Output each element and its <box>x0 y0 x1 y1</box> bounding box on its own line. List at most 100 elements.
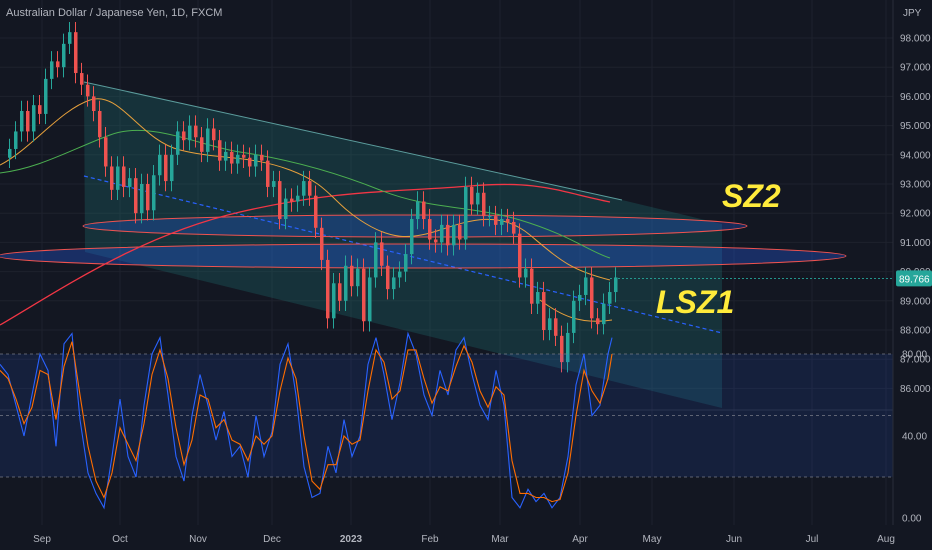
candle-body <box>524 268 528 278</box>
price-tick-label: 92.000 <box>900 209 931 220</box>
candle-body <box>224 151 228 161</box>
last-price-label: 89.766 <box>899 274 930 285</box>
candle-body <box>290 198 294 202</box>
candle-body <box>536 292 540 304</box>
candle-body <box>212 128 216 141</box>
zone-lsz1-ellipse <box>0 243 847 269</box>
candle-body <box>236 154 240 164</box>
candle-body <box>110 166 114 190</box>
candle-body <box>176 131 180 155</box>
candle-body <box>500 219 504 225</box>
candle-body <box>470 186 474 205</box>
price-tick-label: 95.000 <box>900 121 931 132</box>
candle-body <box>410 219 414 255</box>
candle-body <box>512 221 516 234</box>
candle-body <box>488 216 492 218</box>
candle-body <box>374 242 378 278</box>
candle-body <box>254 154 258 167</box>
candle-body <box>446 224 450 246</box>
candle-body <box>362 268 366 322</box>
annotation-sz2: SZ2 <box>722 178 781 214</box>
candle-body <box>170 154 174 182</box>
price-tick-label: 87.000 <box>900 355 931 366</box>
candle-body <box>320 227 324 260</box>
candle-body <box>332 283 336 319</box>
candle-body <box>194 125 198 138</box>
x-tick-label: Feb <box>421 534 439 545</box>
x-tick-label: Nov <box>189 534 207 545</box>
stoch-tick-label: 80.00 <box>902 350 927 361</box>
candle-body <box>560 335 564 363</box>
candle-body <box>386 265 390 290</box>
candle-body <box>56 61 60 68</box>
candle-body <box>302 181 306 196</box>
candle-body <box>74 32 78 74</box>
ma-100-line <box>0 129 611 259</box>
candle-body <box>596 318 600 325</box>
candle-body <box>326 259 330 319</box>
candle-body <box>356 268 360 287</box>
last-price-badge <box>896 270 932 287</box>
candle-body <box>506 219 510 222</box>
candle-body <box>494 216 498 225</box>
candle-body <box>572 300 576 333</box>
candle-body <box>164 154 168 182</box>
candle-body <box>200 137 204 152</box>
candle-body <box>188 125 192 141</box>
candle-body <box>482 192 486 217</box>
candle-body <box>368 277 372 322</box>
stoch-d-line <box>0 341 613 503</box>
chart-title: Australian Dollar / Japanese Yen, 1D, FX… <box>6 7 223 19</box>
candle-body <box>26 111 30 132</box>
candle-body <box>38 105 42 114</box>
candle-body <box>440 224 444 243</box>
ma-200-line <box>0 183 611 326</box>
x-tick-label: Aug <box>877 534 895 545</box>
candle-body <box>398 271 402 278</box>
price-tick-label: 94.000 <box>900 150 931 161</box>
x-tick-label: Apr <box>572 534 588 545</box>
price-tick-label: 96.000 <box>900 92 931 103</box>
x-tick-label: 2023 <box>340 534 363 545</box>
price-tick-label: 91.000 <box>900 238 931 249</box>
price-tick-label: 98.000 <box>900 34 931 45</box>
candle-body <box>230 151 234 164</box>
zone-sz2-ellipse <box>82 214 748 238</box>
candle-body <box>260 154 264 161</box>
candle-body <box>44 78 48 114</box>
candle-body <box>32 105 36 132</box>
price-tick-label: 89.000 <box>900 296 931 307</box>
stoch-k-line <box>0 331 613 510</box>
candle-body <box>344 265 348 301</box>
candle-body <box>380 242 384 266</box>
candle-body <box>476 192 480 205</box>
stoch-tick-label: 0.00 <box>902 514 922 525</box>
candle-body <box>428 219 432 240</box>
price-tick-label: 86.000 <box>900 384 931 395</box>
candle-body <box>566 332 570 363</box>
candle-body <box>146 184 150 211</box>
x-tick-label: Oct <box>112 534 128 545</box>
candle-body <box>140 184 144 214</box>
candle-body <box>98 111 102 138</box>
candle-body <box>464 186 468 240</box>
candle-body <box>530 268 534 304</box>
candle-body <box>590 277 594 319</box>
candle-body <box>458 224 462 240</box>
candle-body <box>152 175 156 211</box>
candle-body <box>272 181 276 187</box>
candle-body <box>452 224 456 246</box>
price-tick-label: 93.000 <box>900 180 931 191</box>
candle-body <box>182 131 186 141</box>
candle-body <box>392 277 396 290</box>
candle-body <box>284 198 288 220</box>
candle-body <box>416 201 420 220</box>
candle-body <box>542 292 546 330</box>
candle-body <box>8 148 12 158</box>
annotation-lsz1: LSZ1 <box>656 284 735 320</box>
candle-body <box>584 277 588 295</box>
candle-body <box>296 195 300 202</box>
candle-body <box>434 239 438 243</box>
candle-body <box>518 233 522 278</box>
